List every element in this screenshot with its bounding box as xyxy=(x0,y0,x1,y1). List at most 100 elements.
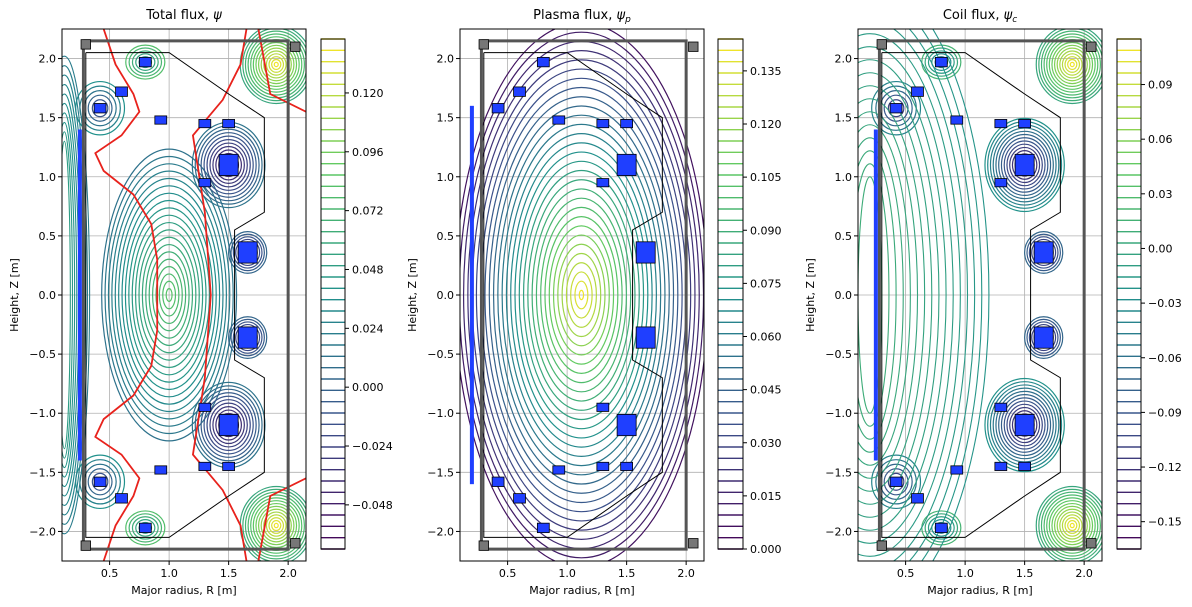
flux-contour xyxy=(209,402,248,448)
pf-coil xyxy=(491,476,505,487)
pf-coil xyxy=(911,86,924,97)
flux-contour xyxy=(514,151,649,439)
flux-contour xyxy=(858,111,919,479)
y-tick-label: 2.0 xyxy=(39,53,57,66)
divertor-coil xyxy=(198,178,212,188)
flux-contour xyxy=(62,55,91,535)
y-tick-label: −0.5 xyxy=(825,348,852,361)
flux-contour xyxy=(1040,491,1102,560)
flux-contour xyxy=(497,114,666,476)
colorbar-tick-label: 0.096 xyxy=(352,146,384,159)
flux-contour xyxy=(1043,494,1101,557)
flux-contour xyxy=(1003,400,1046,450)
flux-contour xyxy=(522,169,640,421)
colorbar-tick-label: 0.015 xyxy=(750,490,782,503)
flux-contour xyxy=(101,148,238,442)
flux-contour xyxy=(250,36,303,93)
y-tick-label: 1.0 xyxy=(437,171,455,184)
flux-contour xyxy=(62,121,76,469)
colorbar-frame xyxy=(1116,38,1142,550)
divertor-coil xyxy=(222,461,235,471)
divertor-coil xyxy=(994,178,1008,188)
colorbar-tick-label: 0.03 xyxy=(1148,188,1173,201)
support-block xyxy=(1086,538,1097,549)
x-tick-label: 0.5 xyxy=(499,567,517,580)
flux-contour xyxy=(209,142,248,188)
colorbar-tick-label: 0.135 xyxy=(750,65,782,78)
flux-contour xyxy=(484,86,679,504)
pf-coil xyxy=(138,522,152,534)
colorbar-frame xyxy=(717,38,744,550)
panel-title: Total flux, ψ xyxy=(145,8,222,23)
flux-contour xyxy=(215,409,242,441)
flux-contour xyxy=(271,519,282,532)
flux-contour xyxy=(887,99,905,118)
flux-contour xyxy=(145,243,194,347)
support-block xyxy=(876,540,887,551)
colorbar-tick-label: −0.048 xyxy=(352,499,393,512)
flux-contour xyxy=(1051,502,1094,549)
flux-contour xyxy=(228,231,268,274)
flux-contour xyxy=(984,117,1065,213)
y-axis-label: Height, Z [m] xyxy=(406,258,419,332)
flux-contour xyxy=(118,185,221,405)
x-tick-label: 1.5 xyxy=(618,567,636,580)
flux-contour xyxy=(131,516,159,540)
separatrix-lower xyxy=(257,477,306,561)
flux-contour xyxy=(527,179,636,411)
flux-contour xyxy=(62,112,78,478)
separatrix-right xyxy=(191,29,248,561)
flux-contour xyxy=(138,229,200,361)
pf-coil xyxy=(635,326,656,349)
pf-coil xyxy=(1033,326,1054,349)
flux-contour xyxy=(271,58,282,71)
flux-contour xyxy=(1061,514,1083,537)
pf-coil xyxy=(889,103,903,114)
flux-contour xyxy=(242,29,306,102)
flux-contour xyxy=(574,280,589,310)
pf-coil xyxy=(513,493,526,504)
pf-coil xyxy=(513,86,526,97)
pf-coil xyxy=(218,414,239,437)
divertor-coil xyxy=(552,115,566,125)
flux-contour xyxy=(1040,30,1102,99)
flux-contour xyxy=(858,72,940,518)
divertor-coil xyxy=(198,119,212,129)
y-tick-label: −1.5 xyxy=(29,466,56,479)
panel-1: 0.5 1.0 1.5 2.0 2.0 1.5 1.0 0.5 0.0 −0.5 −1.0 −1.5 −… xyxy=(8,8,393,597)
flux-contour xyxy=(131,50,159,74)
flux-contour xyxy=(883,468,909,496)
colorbar-tick-label: 0.120 xyxy=(750,118,782,131)
flux-contour xyxy=(858,46,954,544)
flux-contour xyxy=(158,273,180,317)
flux-contour xyxy=(1064,517,1081,534)
divertor-coil xyxy=(198,402,212,412)
flux-contour xyxy=(858,33,961,557)
flux-contour xyxy=(265,53,287,76)
colorbar-tick-label: 0.072 xyxy=(352,205,384,218)
y-tick-label: −1.0 xyxy=(427,407,454,420)
pf-coil xyxy=(889,476,903,487)
flux-contour xyxy=(927,516,955,540)
colorbar-tick-label: 0.06 xyxy=(1148,133,1173,146)
flux-contour xyxy=(1024,231,1064,274)
flux-contour xyxy=(155,265,183,325)
flux-contour xyxy=(268,517,285,534)
y-tick-label: 2.0 xyxy=(835,53,853,66)
pf-coil xyxy=(138,56,152,68)
divertor-coil xyxy=(620,461,633,471)
support-block xyxy=(290,538,301,549)
flux-contour xyxy=(1056,47,1088,82)
flux-contour xyxy=(1035,485,1102,561)
flux-contour xyxy=(1038,29,1102,102)
flux-contour xyxy=(535,197,627,393)
colorbar-tick-label: 0.060 xyxy=(750,331,782,344)
pf-coil xyxy=(616,414,637,437)
divertor-coil xyxy=(154,115,168,125)
y-tick-label: 1.0 xyxy=(835,171,853,184)
flux-contour xyxy=(924,513,959,543)
divertor-coil xyxy=(222,119,235,129)
flux-contour xyxy=(858,124,911,466)
flux-contour xyxy=(62,65,89,525)
flux-contour xyxy=(212,145,245,184)
